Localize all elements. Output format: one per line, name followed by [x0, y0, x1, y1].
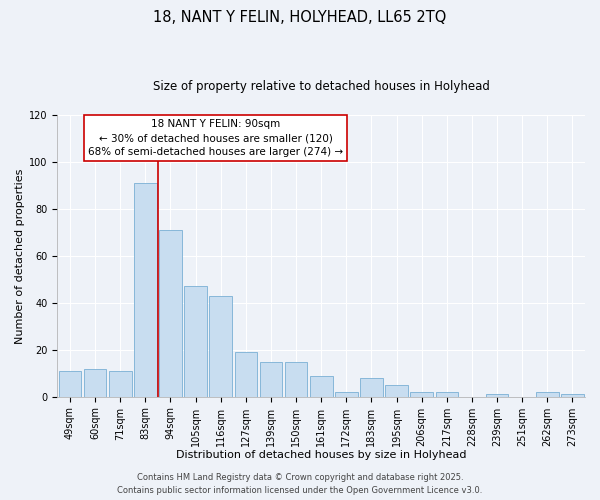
Bar: [109, 371, 131, 396]
Bar: [59, 371, 81, 396]
Bar: [159, 230, 182, 396]
Bar: [285, 362, 307, 396]
Bar: [486, 394, 508, 396]
Y-axis label: Number of detached properties: Number of detached properties: [15, 168, 25, 344]
Bar: [310, 376, 332, 396]
Bar: [561, 394, 584, 396]
Bar: [184, 286, 207, 397]
X-axis label: Distribution of detached houses by size in Holyhead: Distribution of detached houses by size …: [176, 450, 466, 460]
Text: 18 NANT Y FELIN: 90sqm
← 30% of detached houses are smaller (120)
68% of semi-de: 18 NANT Y FELIN: 90sqm ← 30% of detached…: [88, 119, 343, 157]
Bar: [536, 392, 559, 396]
Bar: [335, 392, 358, 396]
Bar: [235, 352, 257, 397]
Title: Size of property relative to detached houses in Holyhead: Size of property relative to detached ho…: [153, 80, 490, 93]
Bar: [385, 385, 408, 396]
Bar: [134, 183, 157, 396]
Text: 18, NANT Y FELIN, HOLYHEAD, LL65 2TQ: 18, NANT Y FELIN, HOLYHEAD, LL65 2TQ: [154, 10, 446, 25]
Bar: [410, 392, 433, 396]
Bar: [260, 362, 282, 396]
Text: Contains HM Land Registry data © Crown copyright and database right 2025.
Contai: Contains HM Land Registry data © Crown c…: [118, 474, 482, 495]
Bar: [84, 368, 106, 396]
Bar: [209, 296, 232, 396]
Bar: [360, 378, 383, 396]
Bar: [436, 392, 458, 396]
